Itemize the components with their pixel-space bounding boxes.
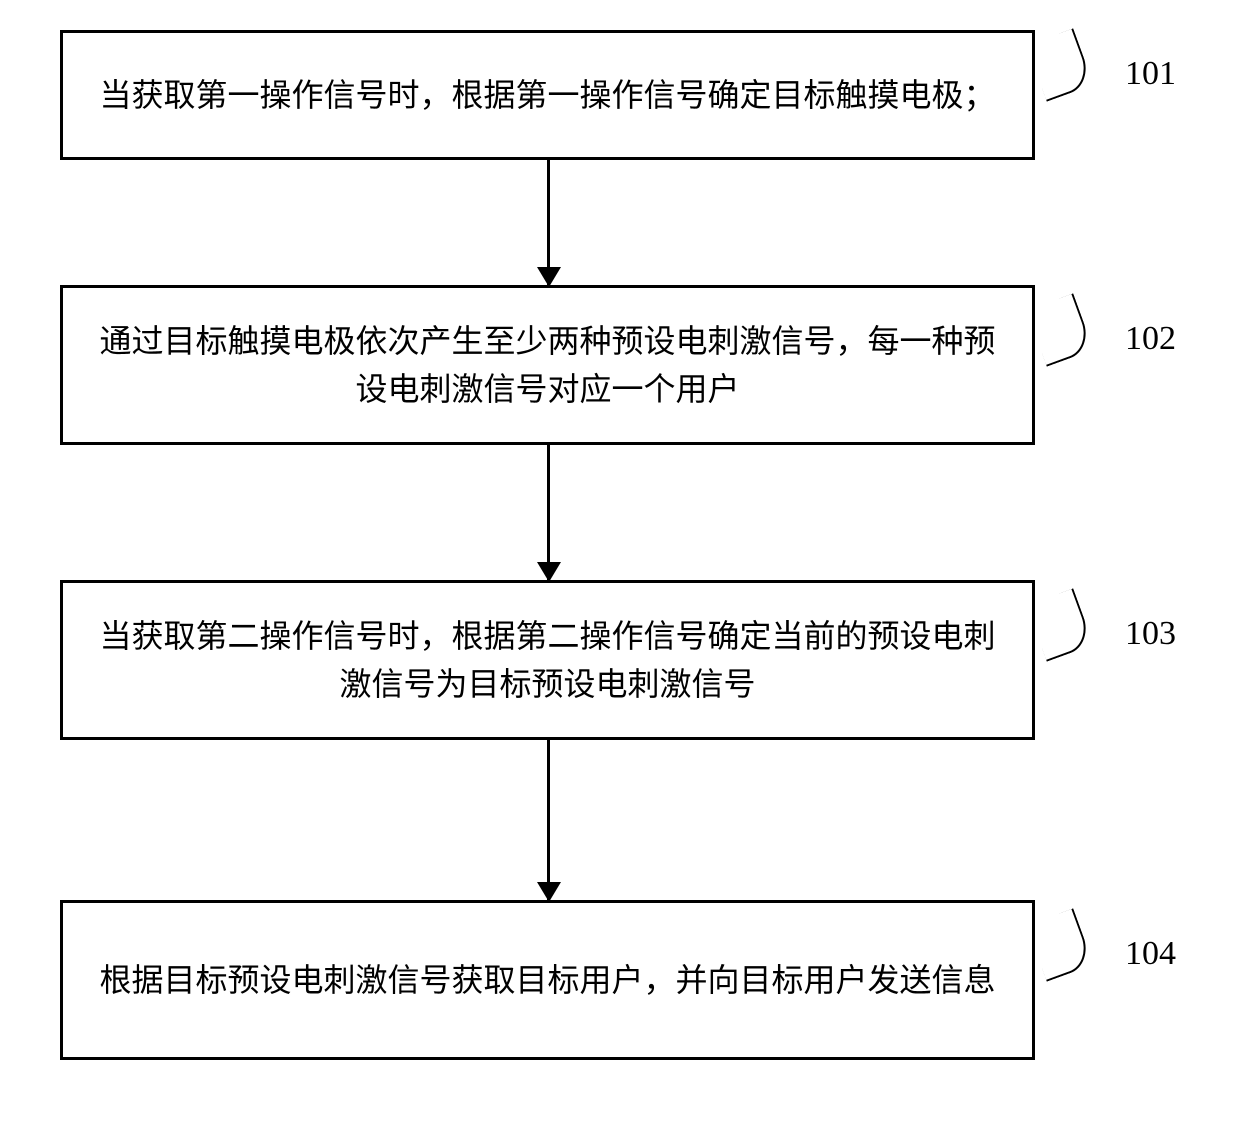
step-label-2: 102 <box>1125 320 1176 358</box>
flowchart-step-2: 通过目标触摸电极依次产生至少两种预设电刺激信号，每一种预设电刺激信号对应一个用户 <box>60 285 1035 445</box>
connector-line-1 <box>1026 28 1094 101</box>
step-label-4: 104 <box>1125 935 1176 973</box>
connector-line-4 <box>1026 908 1094 981</box>
step-label-3: 103 <box>1125 615 1176 653</box>
connector-line-2 <box>1026 293 1094 366</box>
step-text: 根据目标预设电刺激信号获取目标用户，并向目标用户发送信息 <box>99 956 995 1004</box>
step-text: 通过目标触摸电极依次产生至少两种预设电刺激信号，每一种预设电刺激信号对应一个用户 <box>93 317 1002 413</box>
step-label-1: 101 <box>1125 55 1176 93</box>
arrow-3-4 <box>547 740 550 900</box>
flowchart-container: 当获取第一操作信号时，根据第一操作信号确定目标触摸电极； 101 通过目标触摸电… <box>0 0 1240 1129</box>
step-text: 当获取第一操作信号时，根据第一操作信号确定目标触摸电极； <box>99 71 995 119</box>
flowchart-step-3: 当获取第二操作信号时，根据第二操作信号确定当前的预设电刺激信号为目标预设电刺激信… <box>60 580 1035 740</box>
flowchart-step-1: 当获取第一操作信号时，根据第一操作信号确定目标触摸电极； <box>60 30 1035 160</box>
flowchart-step-4: 根据目标预设电刺激信号获取目标用户，并向目标用户发送信息 <box>60 900 1035 1060</box>
arrow-2-3 <box>547 445 550 580</box>
step-text: 当获取第二操作信号时，根据第二操作信号确定当前的预设电刺激信号为目标预设电刺激信… <box>93 612 1002 708</box>
connector-line-3 <box>1026 588 1094 661</box>
arrow-1-2 <box>547 160 550 285</box>
